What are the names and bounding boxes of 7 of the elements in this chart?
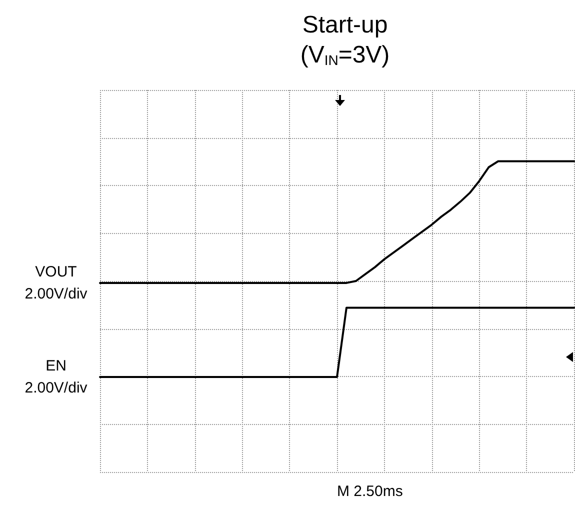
text: M 2.50ms xyxy=(336,483,403,500)
text: 2.00V/div xyxy=(24,380,88,397)
chart-subtitle: (VIN=3V) xyxy=(300,42,390,68)
chart-title: Start-up xyxy=(302,12,388,38)
series-label: VOUT xyxy=(35,263,77,280)
text: 2.00V/div xyxy=(24,285,88,302)
text: EN xyxy=(46,358,66,375)
